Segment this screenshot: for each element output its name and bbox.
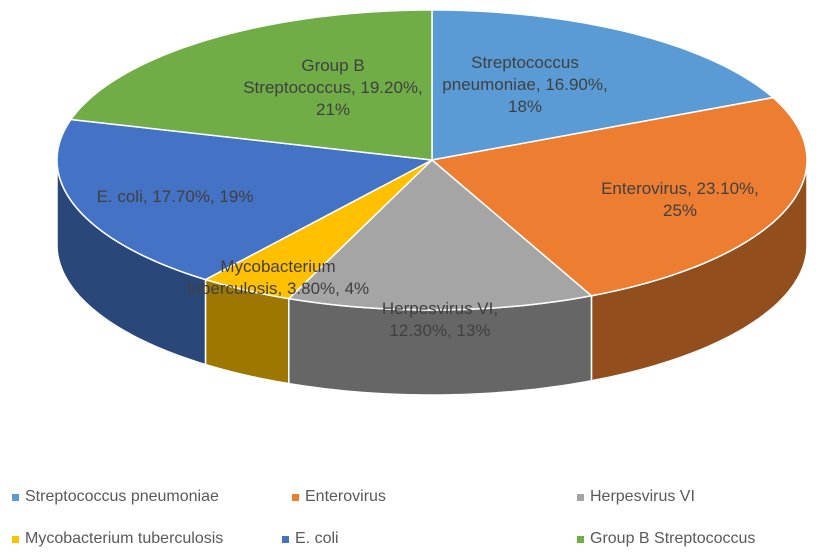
slice bbox=[203, 159, 433, 300]
data-label: Mycobacterium tuberculosis, 3.80%, 4% bbox=[186, 257, 370, 298]
legend-item: Enterovirus bbox=[292, 488, 386, 506]
legend-item: Group B Streptococcus bbox=[577, 530, 755, 548]
legend-label: Streptococcus pneumoniae bbox=[25, 488, 219, 505]
data-label: Group B Streptococcus, 19.20%, 21% bbox=[243, 56, 423, 119]
legend-label: Herpesvirus VI bbox=[590, 488, 695, 505]
legend-swatch bbox=[577, 535, 584, 543]
legend-swatch bbox=[12, 493, 19, 501]
data-label: Herpesvirus VI, 12.30%, 13% bbox=[381, 299, 499, 340]
legend-label: Group B Streptococcus bbox=[590, 530, 756, 547]
slice bbox=[431, 9, 775, 161]
data-label: Streptococcus pneumoniae, 16.90%, 18% bbox=[442, 53, 608, 116]
pie bbox=[56, 9, 808, 396]
slice bbox=[430, 96, 808, 297]
legend-label: E. coli bbox=[295, 530, 339, 547]
legend-item: E. coli bbox=[282, 530, 339, 548]
data-label: E. coli, 17.70%, 19% bbox=[96, 187, 254, 206]
data-label: Enterovirus, 23.10%, 25% bbox=[601, 179, 759, 220]
slice bbox=[56, 118, 435, 281]
slice bbox=[69, 9, 433, 161]
legend-swatch bbox=[292, 493, 299, 501]
slice bbox=[287, 158, 594, 311]
legend-swatch bbox=[12, 535, 19, 543]
legend-swatch bbox=[577, 493, 584, 501]
legend-item: Herpesvirus VI bbox=[577, 488, 695, 506]
legend-label: Enterovirus bbox=[305, 488, 386, 505]
legend-label: Mycobacterium tuberculosis bbox=[25, 530, 224, 547]
legend-item: Streptococcus pneumoniae bbox=[12, 488, 219, 506]
legend-item: Mycobacterium tuberculosis bbox=[12, 530, 223, 548]
legend-swatch bbox=[282, 535, 289, 543]
